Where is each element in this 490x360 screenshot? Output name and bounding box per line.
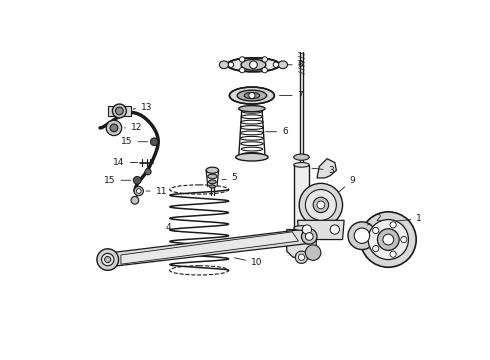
Text: 6: 6 — [266, 127, 288, 136]
Ellipse shape — [294, 226, 309, 230]
Text: 12: 12 — [124, 123, 143, 132]
Text: 10: 10 — [234, 258, 263, 267]
Circle shape — [368, 220, 409, 260]
Circle shape — [377, 229, 399, 250]
Circle shape — [313, 197, 329, 213]
Circle shape — [134, 186, 144, 195]
Circle shape — [105, 256, 111, 263]
Circle shape — [116, 107, 123, 115]
Ellipse shape — [239, 105, 265, 112]
Ellipse shape — [241, 59, 266, 70]
Ellipse shape — [220, 61, 229, 69]
Circle shape — [361, 212, 416, 267]
Circle shape — [110, 124, 118, 132]
Circle shape — [240, 67, 245, 73]
Circle shape — [228, 62, 234, 67]
Circle shape — [112, 104, 126, 118]
Text: 13: 13 — [133, 103, 152, 112]
Ellipse shape — [227, 58, 280, 72]
Circle shape — [249, 61, 257, 69]
Circle shape — [373, 246, 379, 252]
Text: 11: 11 — [146, 186, 167, 195]
Circle shape — [136, 189, 141, 193]
Circle shape — [273, 62, 279, 67]
Polygon shape — [104, 230, 309, 266]
Polygon shape — [287, 230, 316, 257]
Ellipse shape — [236, 153, 268, 161]
Text: 1: 1 — [391, 214, 422, 223]
Ellipse shape — [208, 174, 217, 179]
Circle shape — [131, 197, 139, 204]
Ellipse shape — [209, 180, 216, 184]
Ellipse shape — [209, 185, 216, 188]
Circle shape — [240, 57, 245, 62]
Circle shape — [133, 176, 141, 184]
Circle shape — [330, 225, 340, 234]
Circle shape — [354, 228, 369, 243]
Circle shape — [106, 120, 122, 136]
Circle shape — [299, 183, 343, 226]
Circle shape — [390, 222, 396, 228]
Circle shape — [262, 57, 268, 62]
Ellipse shape — [294, 154, 309, 160]
FancyBboxPatch shape — [294, 165, 309, 228]
Text: 15: 15 — [104, 176, 130, 185]
Circle shape — [305, 233, 313, 240]
Circle shape — [390, 251, 396, 257]
Text: 3: 3 — [312, 166, 334, 175]
Circle shape — [401, 237, 407, 243]
Circle shape — [301, 229, 317, 244]
Circle shape — [305, 189, 336, 220]
Text: 9: 9 — [339, 176, 355, 192]
Circle shape — [383, 234, 394, 245]
Circle shape — [305, 245, 321, 260]
Polygon shape — [317, 159, 336, 178]
Text: 7: 7 — [279, 91, 303, 100]
FancyBboxPatch shape — [108, 106, 131, 116]
Circle shape — [101, 253, 114, 266]
Circle shape — [348, 222, 376, 249]
Text: 14: 14 — [113, 158, 138, 167]
Circle shape — [249, 93, 255, 99]
Text: 2: 2 — [368, 214, 381, 225]
Ellipse shape — [244, 93, 260, 99]
Polygon shape — [297, 220, 344, 239]
Circle shape — [373, 228, 379, 234]
Text: 5: 5 — [222, 174, 238, 183]
Text: 15: 15 — [121, 137, 147, 146]
Circle shape — [262, 67, 268, 73]
Circle shape — [317, 201, 325, 209]
Polygon shape — [121, 232, 298, 264]
Ellipse shape — [278, 61, 288, 69]
Text: 4: 4 — [166, 224, 176, 233]
Text: 8: 8 — [283, 60, 303, 69]
Ellipse shape — [229, 87, 274, 104]
Circle shape — [97, 249, 119, 270]
Circle shape — [145, 169, 151, 175]
Circle shape — [298, 254, 305, 260]
Ellipse shape — [237, 90, 267, 101]
Circle shape — [302, 225, 312, 234]
Ellipse shape — [294, 163, 309, 167]
Ellipse shape — [206, 167, 219, 173]
Circle shape — [150, 138, 158, 145]
Circle shape — [295, 251, 308, 264]
